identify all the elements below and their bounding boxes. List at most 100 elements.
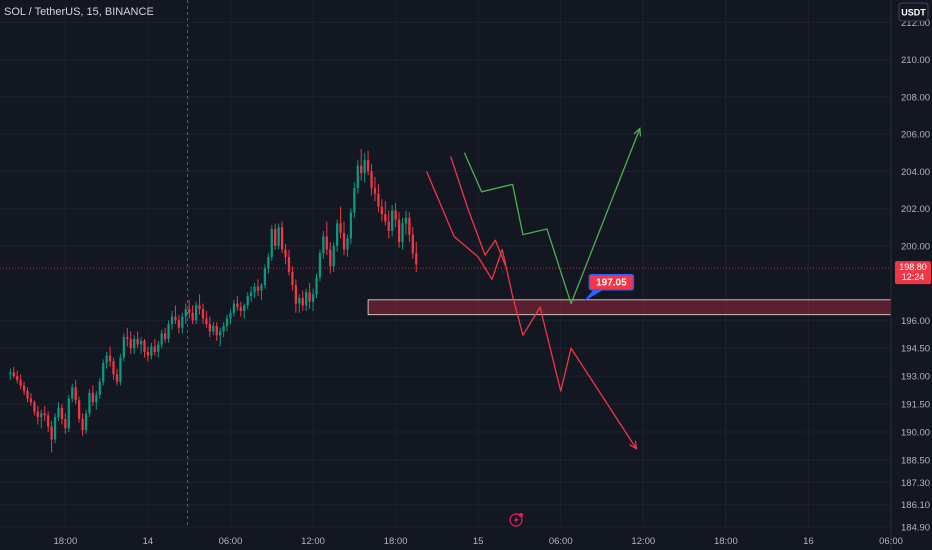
candle[interactable] (232, 299, 236, 317)
candle[interactable] (239, 301, 242, 317)
candle[interactable] (243, 303, 246, 319)
candle[interactable] (411, 227, 414, 259)
candle[interactable] (60, 404, 64, 425)
candle[interactable] (366, 150, 370, 176)
candle[interactable] (88, 389, 91, 418)
candle[interactable] (253, 283, 256, 298)
candle[interactable] (194, 301, 198, 325)
candle[interactable] (298, 294, 301, 313)
candle[interactable] (301, 290, 304, 311)
candle[interactable] (260, 283, 263, 300)
candle[interactable] (284, 243, 287, 265)
candle[interactable] (329, 242, 332, 274)
candle[interactable] (102, 359, 105, 386)
candle[interactable] (346, 234, 349, 257)
candles[interactable] (9, 148, 418, 453)
candle[interactable] (332, 242, 335, 272)
candle[interactable] (305, 288, 308, 311)
bullish-projection-line[interactable] (463, 128, 641, 305)
candle[interactable] (387, 210, 390, 239)
candle[interactable] (280, 221, 284, 254)
candle[interactable] (318, 249, 322, 282)
candle[interactable] (129, 331, 132, 354)
candle[interactable] (208, 316, 211, 338)
candle[interactable] (373, 176, 377, 202)
candle[interactable] (40, 409, 43, 429)
candle[interactable] (67, 394, 70, 433)
candle[interactable] (315, 273, 318, 298)
candle[interactable] (133, 335, 136, 354)
candle[interactable] (391, 204, 394, 237)
candle[interactable] (167, 320, 170, 343)
candle[interactable] (74, 379, 77, 405)
candle[interactable] (98, 378, 101, 399)
candle[interactable] (53, 413, 57, 444)
candle[interactable] (353, 182, 356, 218)
candle[interactable] (84, 409, 88, 434)
candle[interactable] (246, 292, 249, 310)
candle[interactable] (394, 202, 397, 228)
annotation-box[interactable] (588, 273, 635, 291)
candle[interactable] (29, 392, 33, 406)
price-axis[interactable]: 212.00 210.00 208.00 206.00 204.00 202.00 200.… (901, 18, 930, 534)
candle[interactable] (64, 413, 67, 434)
candle[interactable] (146, 346, 150, 362)
candle[interactable] (136, 331, 139, 349)
candle[interactable] (205, 310, 208, 328)
candle[interactable] (384, 201, 387, 226)
candle[interactable] (219, 327, 222, 347)
lightning-icon[interactable] (509, 513, 523, 527)
candle[interactable] (50, 420, 53, 453)
candle[interactable] (236, 296, 239, 311)
candle[interactable] (263, 264, 267, 289)
candle[interactable] (256, 279, 260, 297)
candle[interactable] (349, 208, 353, 244)
support-zone[interactable] (367, 299, 892, 316)
candle[interactable] (342, 221, 346, 256)
candle[interactable] (9, 368, 12, 380)
candle[interactable] (126, 327, 129, 347)
candle[interactable] (19, 374, 22, 390)
candle[interactable] (12, 366, 15, 379)
candle[interactable] (112, 357, 115, 380)
candle[interactable] (212, 322, 215, 336)
time-axis[interactable]: 18:00 14 06:00 12:00 18:00 15 06:00 12:00 18:00 1… (53, 536, 902, 547)
candle[interactable] (311, 288, 315, 311)
candle[interactable] (108, 346, 112, 367)
currency-badge[interactable]: USDT (898, 2, 929, 22)
candle[interactable] (184, 303, 187, 325)
candle[interactable] (81, 413, 84, 436)
candle[interactable] (160, 329, 163, 349)
candle[interactable] (139, 337, 143, 354)
candle[interactable] (188, 299, 191, 319)
candle[interactable] (36, 405, 39, 425)
candle[interactable] (43, 405, 46, 421)
candle[interactable] (91, 385, 95, 406)
candle[interactable] (322, 230, 325, 259)
bearish-projection-line[interactable] (450, 156, 507, 267)
support-zone-layer[interactable] (367, 299, 892, 316)
bearish-projection-line[interactable] (425, 171, 637, 450)
candle[interactable] (377, 184, 380, 213)
candle[interactable] (115, 368, 119, 386)
candle[interactable] (339, 206, 342, 239)
candle[interactable] (122, 333, 125, 362)
candle[interactable] (294, 279, 297, 313)
candle[interactable] (95, 391, 98, 410)
candle[interactable] (335, 219, 339, 252)
currency-badge-box[interactable] (898, 2, 929, 22)
candle[interactable] (22, 381, 26, 395)
candle[interactable] (57, 402, 60, 421)
candle[interactable] (249, 286, 253, 302)
candle[interactable] (143, 338, 146, 358)
candle[interactable] (408, 212, 411, 243)
candle[interactable] (397, 212, 401, 248)
candle[interactable] (356, 160, 359, 194)
candle[interactable] (370, 163, 373, 196)
candle[interactable] (16, 370, 19, 384)
candle[interactable] (308, 283, 311, 310)
candle[interactable] (150, 342, 153, 360)
candle[interactable] (201, 303, 205, 325)
candle[interactable] (105, 351, 108, 369)
